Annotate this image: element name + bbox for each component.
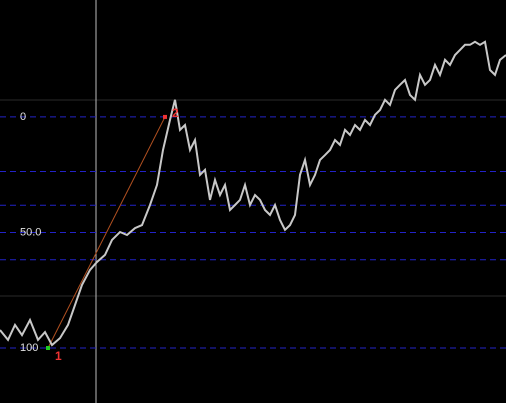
y-tick-label: 0: [20, 111, 26, 123]
y-tick-label: 50.0: [20, 226, 41, 238]
anchor-label: 1: [55, 349, 62, 363]
trend-line: [47, 116, 166, 349]
anchor-point: [163, 114, 167, 119]
anchor-point: [46, 346, 50, 351]
anchor-label: 2: [172, 106, 179, 120]
y-tick-label: 100: [20, 342, 38, 354]
price-line: [0, 40, 506, 347]
